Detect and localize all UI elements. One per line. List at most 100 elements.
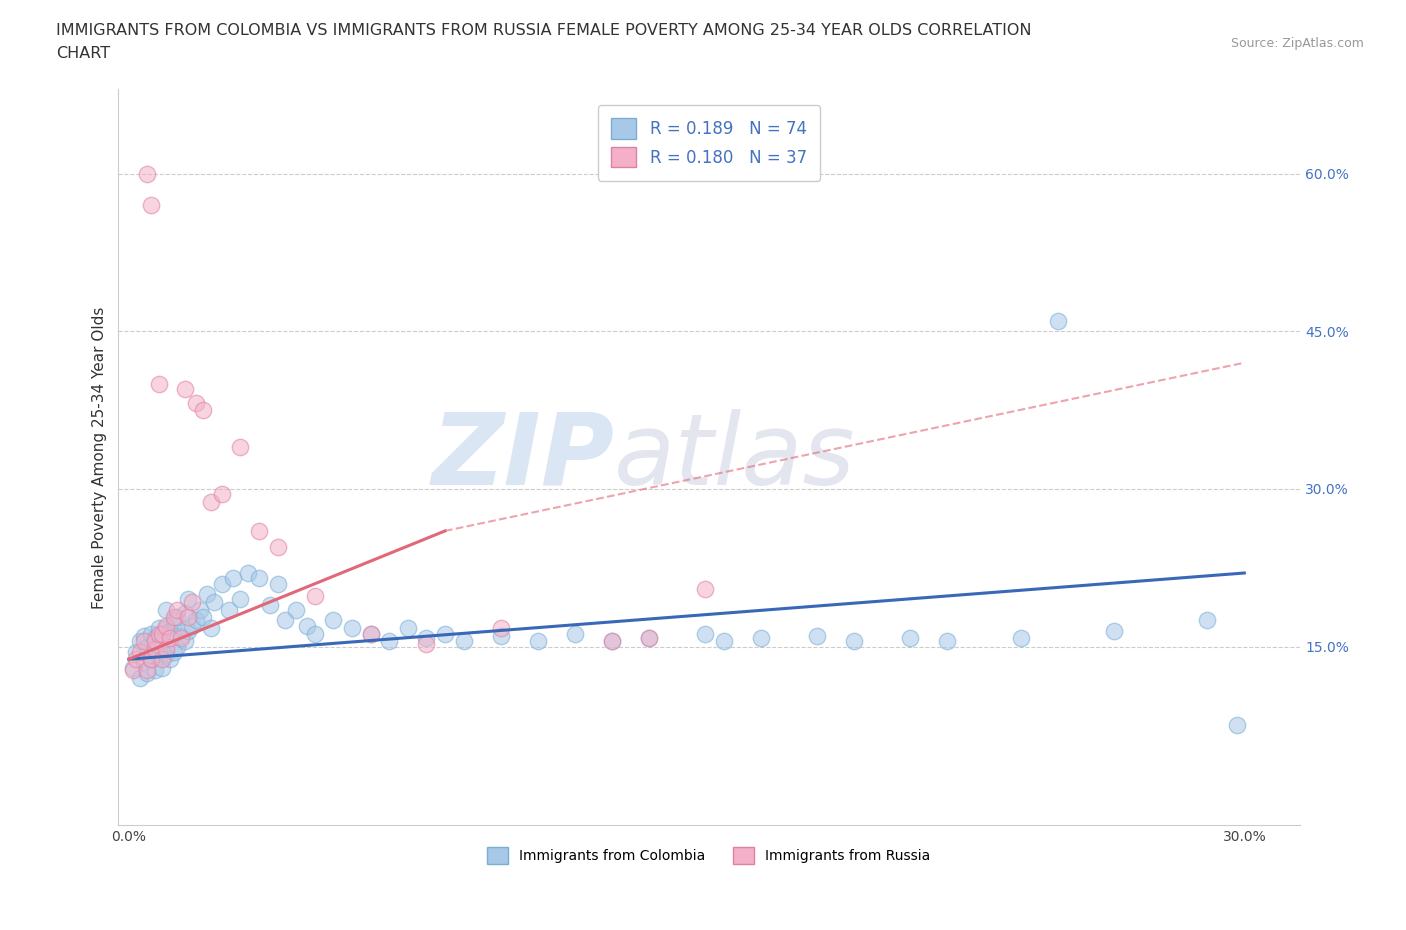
Point [247,524,270,538]
Point [600,634,623,649]
Point [415,631,437,645]
Point [193,610,215,625]
Point [247,571,270,586]
Legend: Immigrants from Colombia, Immigrants from Russia: Immigrants from Colombia, Immigrants fro… [482,842,936,870]
Point [340,620,363,635]
Point [204,595,226,610]
Point [184,395,207,410]
Point [143,634,166,649]
Point [132,655,155,670]
Point [749,631,772,645]
Point [200,494,222,509]
Point [141,652,163,667]
Point [150,652,173,667]
Point [713,634,735,649]
Point [143,642,166,657]
Point [695,627,717,642]
Point [159,623,181,638]
Point [396,620,419,635]
Point [218,603,240,618]
Point [184,613,207,628]
Point [162,644,184,659]
Point [121,660,143,675]
Point [141,627,163,642]
Point [129,634,152,649]
Point [266,539,288,554]
Point [170,629,193,644]
Point [177,610,200,625]
Point [166,603,188,618]
Point [125,652,148,667]
Point [162,610,184,625]
Point [1047,313,1070,328]
Point [150,660,173,675]
Text: Source: ZipAtlas.com: Source: ZipAtlas.com [1230,37,1364,50]
Point [211,576,233,591]
Point [695,581,717,596]
Point [129,644,152,659]
Point [159,652,181,667]
Point [141,652,163,667]
Point [236,565,259,580]
Point [200,620,222,635]
Point [177,623,200,638]
Point [360,627,382,642]
Point [136,666,159,681]
Point [806,629,828,644]
Point [136,662,159,677]
Point [229,591,252,606]
Point [285,603,308,618]
Point [322,613,344,628]
Point [170,631,193,645]
Point [136,639,159,654]
Point [148,620,170,635]
Point [143,631,166,645]
Point [842,634,865,649]
Point [166,639,188,654]
Point [229,439,252,454]
Point [259,597,281,612]
Point [415,637,437,652]
Point [173,634,195,649]
Point [1197,613,1219,628]
Point [297,618,319,633]
Point [181,595,204,610]
Point [195,587,218,602]
Point [132,634,155,649]
Point [162,613,184,628]
Point [600,634,623,649]
Point [638,631,661,645]
Point [564,627,586,642]
Point [453,634,475,649]
Point [125,644,148,659]
Point [489,620,512,635]
Point [433,627,456,642]
Point [155,618,177,633]
Point [489,629,512,644]
Point [360,627,382,642]
Point [173,381,195,396]
Point [1226,718,1249,733]
Point [148,627,170,642]
Text: CHART: CHART [56,46,110,61]
Text: ZIP: ZIP [432,409,614,506]
Point [304,589,326,604]
Point [150,627,173,642]
Point [148,650,170,665]
Point [898,631,921,645]
Point [159,631,181,645]
Point [173,605,195,620]
Point [129,671,152,685]
Point [1102,623,1125,638]
Point [132,629,155,644]
Point [527,634,550,649]
Point [211,486,233,501]
Point [935,634,957,649]
Point [188,603,211,618]
Point [378,634,401,649]
Point [1010,631,1032,645]
Point [181,618,204,633]
Point [177,591,200,606]
Text: atlas: atlas [614,409,856,506]
Point [150,634,173,649]
